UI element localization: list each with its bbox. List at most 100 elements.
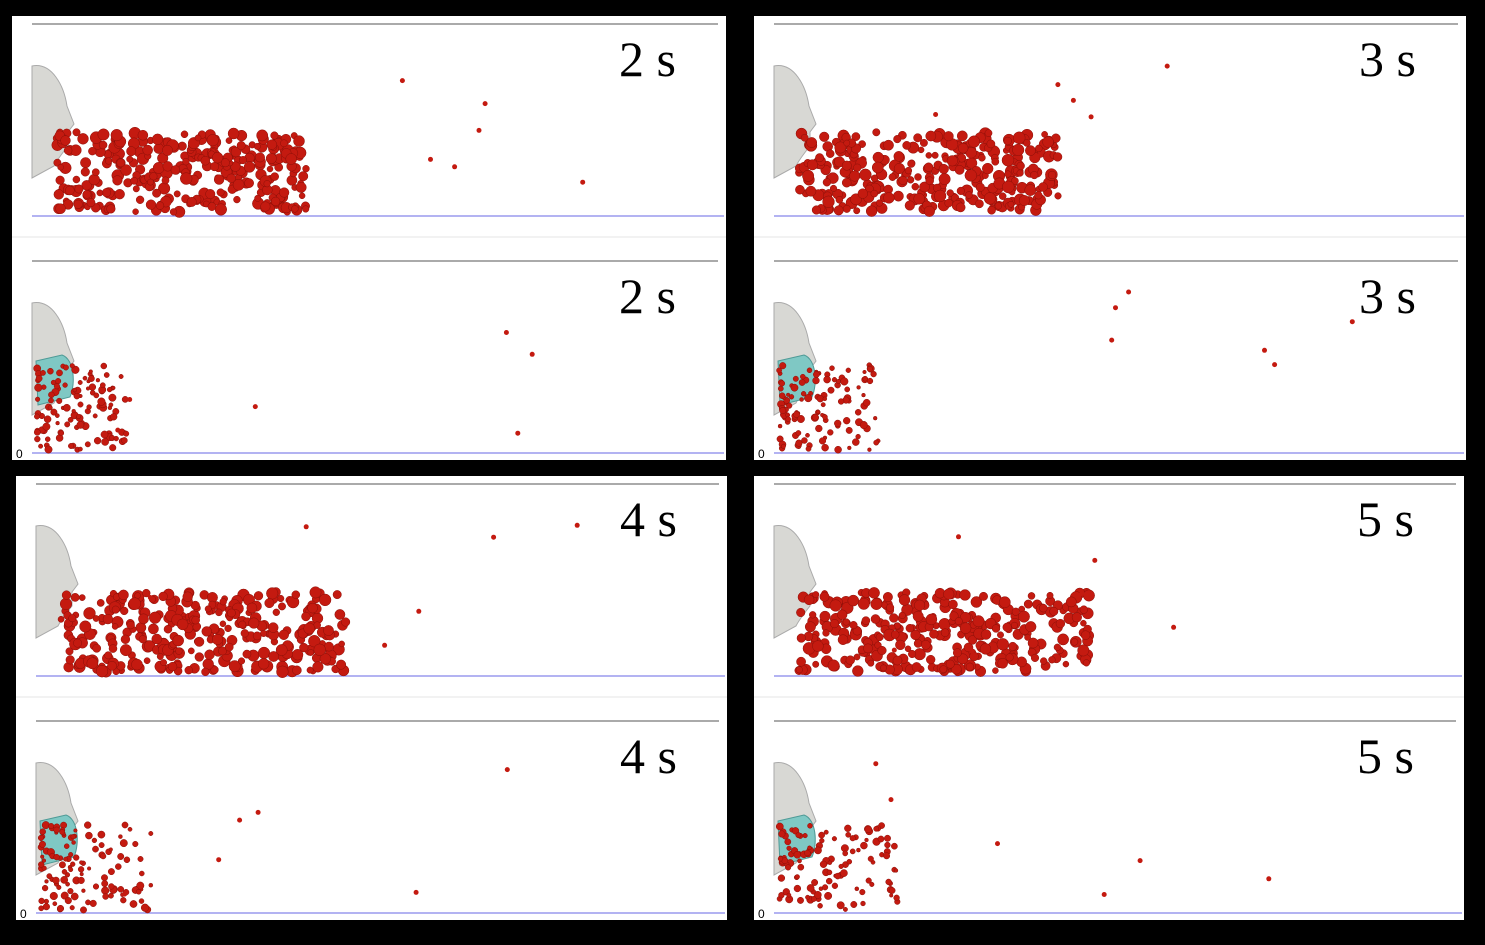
droplet	[923, 205, 935, 217]
droplet	[186, 196, 197, 207]
droplet	[143, 657, 151, 665]
droplet	[101, 880, 109, 888]
droplet	[98, 842, 105, 849]
droplet	[267, 622, 279, 633]
droplet	[837, 634, 849, 645]
droplet	[829, 184, 838, 192]
droplet	[860, 841, 868, 850]
droplet	[1080, 630, 1091, 640]
droplet	[849, 170, 861, 182]
droplet	[869, 881, 875, 887]
droplet	[802, 833, 808, 839]
droplet	[837, 398, 845, 405]
droplet	[65, 881, 70, 887]
droplet	[44, 436, 51, 442]
droplet	[813, 890, 822, 899]
droplet	[844, 386, 851, 393]
droplet	[107, 660, 117, 671]
panel: 2 s 2 s 0	[12, 16, 726, 461]
droplet	[1077, 644, 1090, 657]
droplet	[42, 903, 50, 911]
droplet	[40, 854, 45, 859]
droplet	[819, 131, 830, 142]
droplet	[139, 870, 145, 877]
droplet	[503, 330, 509, 335]
divider	[754, 236, 1466, 238]
droplet	[913, 133, 923, 143]
droplet	[1002, 180, 1015, 194]
droplet	[806, 884, 815, 892]
droplet	[815, 409, 821, 414]
droplet	[206, 134, 219, 147]
droplet	[845, 655, 855, 665]
droplet	[794, 874, 800, 880]
droplet	[59, 829, 65, 835]
droplet	[829, 365, 835, 371]
droplet	[957, 142, 969, 154]
droplet	[175, 647, 183, 655]
droplet	[814, 846, 822, 855]
droplet	[78, 446, 83, 452]
droplet	[777, 423, 783, 429]
droplet	[1038, 182, 1048, 192]
droplet	[121, 821, 129, 829]
droplet	[233, 195, 241, 204]
droplet	[778, 392, 786, 399]
droplet	[843, 417, 851, 425]
droplet	[829, 619, 840, 629]
droplet	[836, 378, 841, 384]
time-label: 5 s	[1357, 728, 1414, 784]
droplet	[253, 591, 264, 601]
droplet	[52, 901, 58, 907]
droplet	[1003, 136, 1012, 146]
droplet	[870, 189, 879, 198]
droplet	[158, 591, 168, 602]
droplet	[1025, 145, 1036, 156]
droplet	[170, 165, 181, 175]
droplet	[156, 653, 164, 660]
droplet	[58, 430, 65, 436]
droplet	[77, 401, 84, 408]
droplet	[115, 427, 121, 433]
droplet	[34, 413, 40, 420]
droplet	[790, 383, 799, 392]
droplet	[265, 153, 277, 164]
droplet	[891, 842, 898, 850]
droplet	[97, 128, 110, 141]
face	[773, 65, 817, 179]
droplet	[54, 413, 60, 418]
droplet	[120, 634, 131, 644]
droplet	[797, 896, 804, 904]
droplet	[68, 614, 77, 623]
droplet	[872, 128, 881, 137]
droplet	[529, 351, 535, 357]
droplet	[60, 135, 71, 146]
droplet	[126, 155, 134, 163]
droplet	[101, 438, 109, 446]
droplet	[292, 665, 302, 676]
droplet	[873, 825, 880, 832]
droplet	[867, 659, 875, 667]
droplet	[86, 657, 99, 670]
droplet	[775, 822, 784, 831]
droplet	[797, 858, 802, 864]
droplet	[201, 667, 210, 677]
droplet	[92, 643, 102, 653]
droplet	[785, 864, 792, 871]
droplet	[925, 152, 933, 159]
droplet	[58, 861, 66, 869]
droplet	[998, 596, 1011, 609]
droplet	[332, 590, 342, 600]
droplet	[74, 184, 84, 194]
droplet	[205, 189, 216, 199]
droplet	[69, 905, 75, 911]
time-label: 3 s	[1359, 31, 1416, 87]
droplet	[91, 837, 98, 844]
droplet	[795, 184, 805, 195]
droplet	[884, 841, 891, 849]
droplet	[898, 175, 908, 186]
droplet	[106, 204, 116, 214]
droplet	[779, 362, 787, 370]
droplet	[1011, 177, 1019, 185]
